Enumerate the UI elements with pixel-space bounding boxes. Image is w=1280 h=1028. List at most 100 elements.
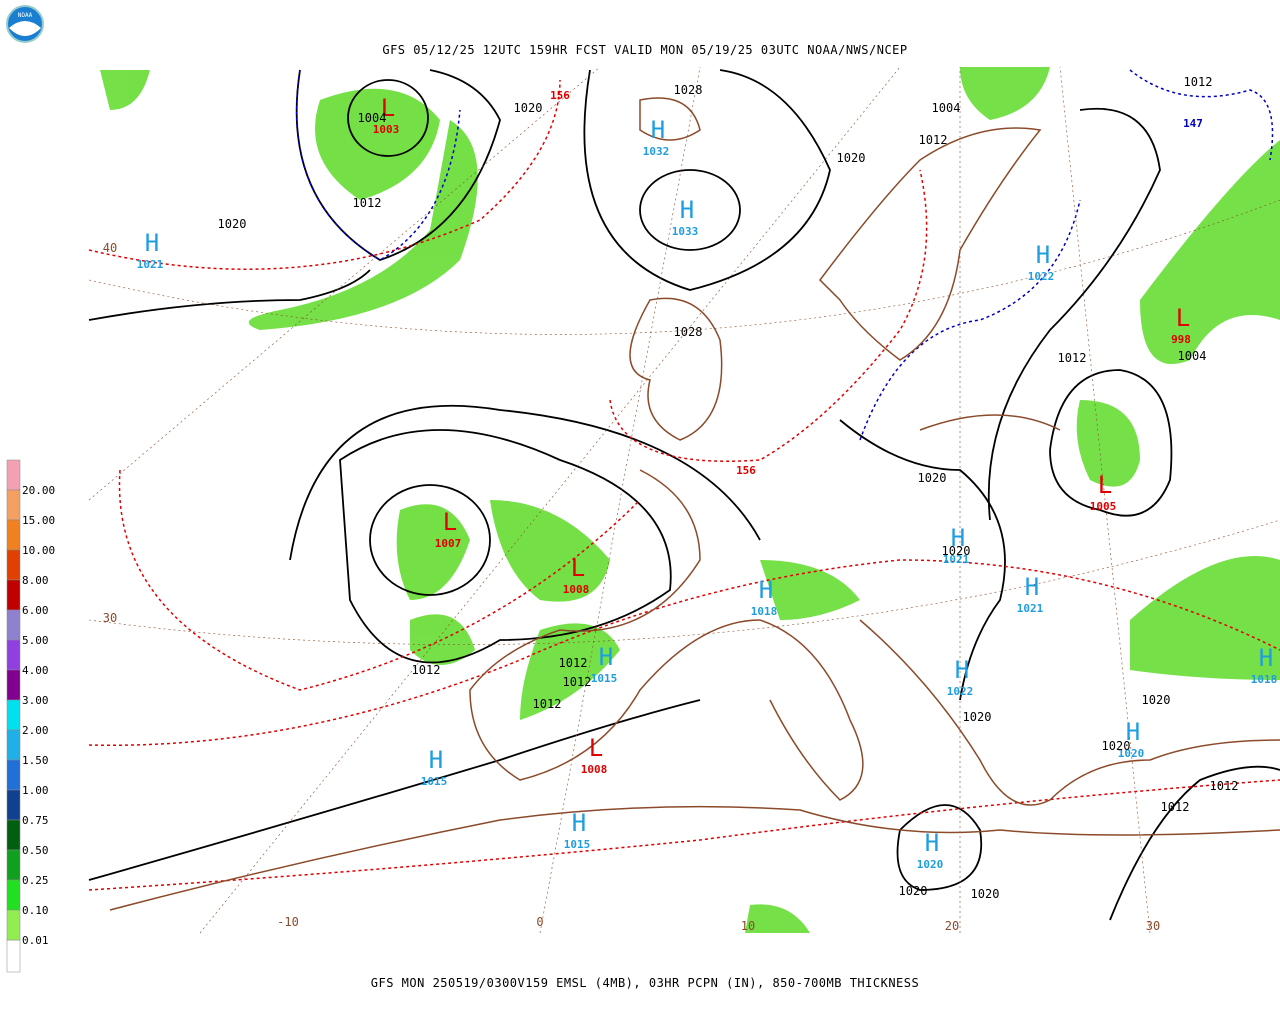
center-symbol: H xyxy=(651,116,665,144)
center-symbol: H xyxy=(429,746,443,774)
center-value: 1015 xyxy=(564,838,591,851)
legend-label: 2.00 xyxy=(22,724,49,737)
isobar-label: 1012 xyxy=(412,663,441,677)
legend-label: 3.00 xyxy=(22,694,49,707)
isobar-label: 1012 xyxy=(1058,351,1087,365)
legend-swatch xyxy=(6,609,21,641)
isobar-label: 1020 xyxy=(1102,739,1131,753)
center-symbol: H xyxy=(599,643,613,671)
thickness-label: 156 xyxy=(736,464,756,477)
center-symbol: H xyxy=(925,829,939,857)
coastlines xyxy=(109,97,1280,911)
center-value: 1020 xyxy=(1118,747,1145,760)
center-symbol: L xyxy=(381,94,395,122)
isobar-label: 1004 xyxy=(1178,349,1207,363)
legend-label: 0.75 xyxy=(22,814,49,827)
isobar-label: 1012 xyxy=(559,656,588,670)
center-value: 1022 xyxy=(947,685,974,698)
legend-label: 1.50 xyxy=(22,754,49,767)
thickness-label: 147 xyxy=(1183,117,1203,130)
center-value: 1008 xyxy=(581,763,608,776)
center-symbol: H xyxy=(1036,241,1050,269)
center-value: 1018 xyxy=(751,605,778,618)
graticule xyxy=(88,66,1280,934)
legend-label: 15.00 xyxy=(22,514,55,527)
center-value: 1008 xyxy=(563,583,590,596)
isobar-label: 1004 xyxy=(932,101,961,115)
center-symbol: L xyxy=(443,508,457,536)
center-symbol: H xyxy=(951,524,965,552)
center-symbol: H xyxy=(1025,573,1039,601)
legend-label: 1.00 xyxy=(22,784,49,797)
center-value: 1021 xyxy=(137,258,164,271)
legend-swatch xyxy=(6,459,21,491)
legend-label: 6.00 xyxy=(22,604,49,617)
legend-label: 5.00 xyxy=(22,634,49,647)
isobar-label: 1020 xyxy=(837,151,866,165)
center-symbol: H xyxy=(759,576,773,604)
legend-swatch xyxy=(6,699,21,731)
legend-swatch xyxy=(6,549,21,581)
legend-label: 0.50 xyxy=(22,844,49,857)
grid-label: 0 xyxy=(536,915,543,929)
center-value: 1018 xyxy=(1251,673,1278,686)
center-value: 1005 xyxy=(1090,500,1117,513)
isobar-label: 1028 xyxy=(674,83,703,97)
isobar-label: 1020 xyxy=(1142,693,1171,707)
isobar-label: 1020 xyxy=(218,217,247,231)
map-caption: GFS MON 250519/0300V159 EMSL (4MB), 03HR… xyxy=(371,976,919,990)
isobar-label: 1004 xyxy=(358,111,387,125)
isobar-label: 1012 xyxy=(563,675,592,689)
grid-label: 10 xyxy=(741,919,755,933)
center-value: 998 xyxy=(1171,333,1191,346)
thickness-label: 156 xyxy=(550,89,570,102)
legend-swatch xyxy=(6,669,21,701)
center-value: 1015 xyxy=(421,775,448,788)
legend-label: 8.00 xyxy=(22,574,49,587)
legend-swatch xyxy=(6,909,21,941)
isobar-label: 1028 xyxy=(674,325,703,339)
legend-label: 0.01 xyxy=(22,934,49,947)
thickness-low xyxy=(295,69,1274,441)
legend-label: 20.00 xyxy=(22,484,55,497)
grid-label: 40 xyxy=(103,241,117,255)
center-value: 1033 xyxy=(672,225,699,238)
legend-swatch xyxy=(6,849,21,881)
center-symbol: H xyxy=(572,809,586,837)
isobar-label: 1012 xyxy=(1184,75,1213,89)
center-symbol: L xyxy=(571,554,585,582)
center-symbol: L xyxy=(1098,471,1112,499)
legend-swatch xyxy=(6,879,21,911)
center-symbol: H xyxy=(145,229,159,257)
isobar-label: 1012 xyxy=(919,133,948,147)
logo: NOAA xyxy=(6,5,44,43)
isobar-label: 1012 xyxy=(1210,779,1239,793)
center-value: 1007 xyxy=(435,537,462,550)
isobar-label: 1012 xyxy=(533,697,562,711)
legend-label: 10.00 xyxy=(22,544,55,557)
legend-swatch xyxy=(6,759,21,791)
logo-text: NOAA xyxy=(18,12,33,19)
center-symbol: H xyxy=(1259,644,1273,672)
map-title: GFS 05/12/25 12UTC 159HR FCST VALID MON … xyxy=(382,43,907,57)
isobar-label: 1012 xyxy=(353,196,382,210)
isobar-label: 1020 xyxy=(942,544,971,558)
legend-swatch xyxy=(6,519,21,551)
legend-label: 0.10 xyxy=(22,904,49,917)
isobar-label: 1020 xyxy=(514,101,543,115)
legend-swatch xyxy=(6,819,21,851)
precip xyxy=(100,67,1280,933)
center-value: 1020 xyxy=(917,858,944,871)
thickness xyxy=(88,79,1280,891)
center-value: 1022 xyxy=(1028,270,1055,283)
legend: 20.00 15.00 10.00 8.00 6.00 5.00 4.00 3.00 2.00 1… xyxy=(6,459,55,973)
center-symbol: H xyxy=(1126,718,1140,746)
legend-swatch xyxy=(6,729,21,761)
legend-swatch xyxy=(6,579,21,611)
center-symbol: H xyxy=(680,196,694,224)
grid-label: 20 xyxy=(945,919,959,933)
grid-label: 30 xyxy=(103,611,117,625)
